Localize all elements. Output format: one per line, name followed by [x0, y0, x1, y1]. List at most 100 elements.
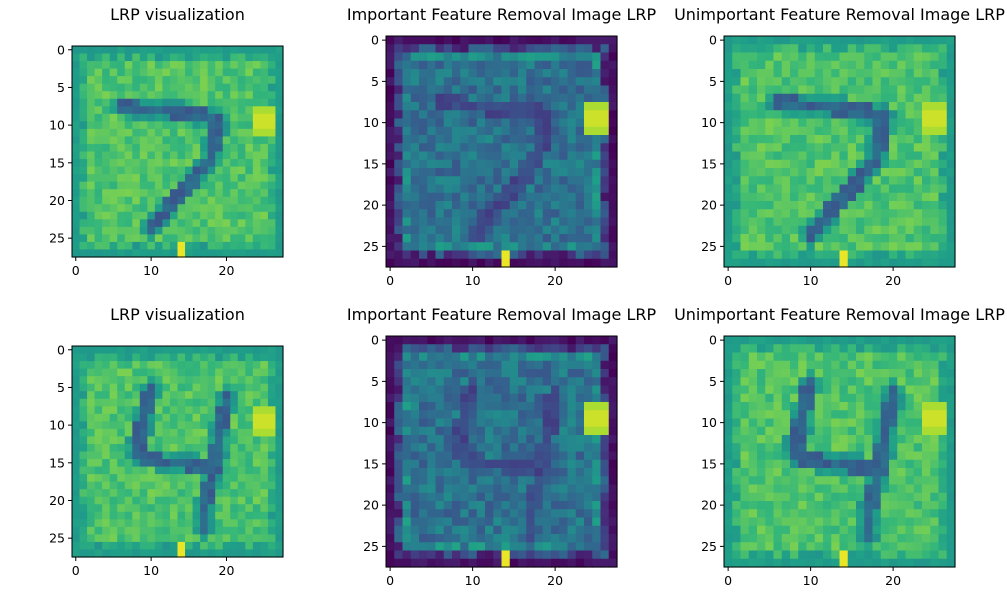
heatmap-cell [200, 121, 209, 130]
heatmap-cell [460, 459, 470, 469]
heatmap-cell [207, 189, 216, 198]
heatmap-cell [460, 36, 470, 45]
heatmap-cell [215, 368, 224, 377]
heatmap-cell [542, 550, 552, 560]
heatmap-cell [501, 426, 511, 436]
heatmap-cell [823, 201, 832, 210]
heatmap-cell [592, 93, 602, 103]
heatmap-cell [773, 410, 783, 420]
heatmap-cell [139, 353, 148, 362]
y-tick-label: 10 [363, 415, 379, 430]
heatmap-cell [814, 102, 824, 111]
heatmap-cell [132, 398, 141, 407]
heatmap-cell [559, 234, 569, 243]
heatmap-cell [154, 481, 164, 490]
heatmap-cell [724, 217, 733, 227]
heatmap-cell [200, 466, 209, 475]
heatmap-cell [542, 250, 552, 260]
heatmap-cell [460, 126, 470, 136]
heatmap-cell [856, 509, 865, 519]
heatmap-cell [889, 201, 898, 210]
heatmap-cell [177, 549, 186, 558]
heatmap-cell [839, 151, 849, 161]
heatmap-cell [427, 77, 437, 87]
heatmap-cell [215, 376, 224, 385]
heatmap-cell [468, 534, 478, 543]
heatmap-cell [798, 201, 808, 210]
heatmap-cell [394, 402, 404, 411]
heatmap-cell [798, 225, 808, 235]
heatmap-cell [394, 217, 404, 227]
heatmap-cell [476, 550, 486, 560]
heatmap-cell [207, 61, 216, 70]
heatmap-cell [222, 496, 231, 505]
heatmap-cell [518, 402, 527, 411]
heatmap-cell [87, 98, 96, 107]
heatmap-cell [526, 459, 536, 469]
heatmap-cell [551, 336, 560, 345]
heatmap-cell [476, 336, 486, 345]
heatmap-cell [267, 98, 277, 107]
heatmap-cell [452, 217, 461, 227]
heatmap-cell [551, 360, 560, 370]
heatmap-cell [485, 118, 494, 128]
heatmap-cell [443, 542, 453, 552]
heatmap-cell [856, 542, 865, 552]
heatmap-cell [922, 410, 931, 420]
heatmap-cell [814, 159, 824, 169]
heatmap-cell [773, 344, 783, 354]
heatmap-cell [542, 377, 552, 387]
heatmap-cell [584, 344, 593, 354]
heatmap-cell [177, 421, 186, 430]
heatmap-cell [79, 428, 88, 438]
heatmap-cell [493, 468, 503, 477]
heatmap-cell [501, 534, 511, 543]
heatmap-cell [584, 410, 593, 420]
heatmap-cell [509, 468, 519, 477]
heatmap-cell [162, 46, 171, 55]
heatmap-cell [435, 336, 445, 345]
heatmap-cell [87, 181, 96, 190]
heatmap-cell [922, 451, 931, 461]
heatmap-cell [905, 344, 915, 354]
axes-frame [71, 345, 284, 558]
heatmap-cell [584, 60, 593, 70]
heatmap-cell [102, 83, 111, 92]
heatmap-cell [185, 346, 194, 355]
heatmap-cell [559, 225, 569, 235]
heatmap-cell [230, 406, 239, 415]
heatmap-cell [501, 102, 511, 111]
heatmap-cell [765, 168, 775, 177]
heatmap-cell [192, 113, 201, 122]
heatmap-cell [946, 60, 956, 70]
heatmap-cell [831, 360, 841, 370]
heatmap-cell [493, 360, 503, 370]
heatmap-cell [435, 517, 445, 527]
heatmap-cell [177, 106, 186, 115]
heatmap-cell [922, 44, 931, 54]
heatmap-cell [402, 201, 412, 210]
heatmap-cell [534, 402, 544, 411]
heatmap-cell [117, 204, 126, 213]
heatmap-cell [905, 534, 915, 543]
heatmap-cell [252, 428, 261, 438]
heatmap-cell [551, 352, 560, 362]
heatmap-cell [419, 360, 428, 370]
heatmap-cell [139, 46, 148, 55]
heatmap-cell [117, 91, 126, 100]
heatmap-cell [542, 85, 552, 95]
heatmap-cell [394, 159, 404, 169]
heatmap-cell [169, 46, 179, 55]
heatmap-cell [600, 492, 610, 502]
heatmap-cell [509, 184, 519, 194]
heatmap-cell [252, 398, 261, 407]
heatmap-cell [740, 534, 750, 543]
heatmap-cell [493, 159, 503, 169]
heatmap-cell [87, 421, 96, 430]
heatmap-cell [435, 52, 445, 62]
heatmap-cell [435, 393, 445, 403]
heatmap-cell [773, 542, 783, 552]
heatmap-cell [275, 143, 284, 153]
heatmap-cell [169, 541, 179, 551]
heatmap-cell [493, 410, 503, 420]
